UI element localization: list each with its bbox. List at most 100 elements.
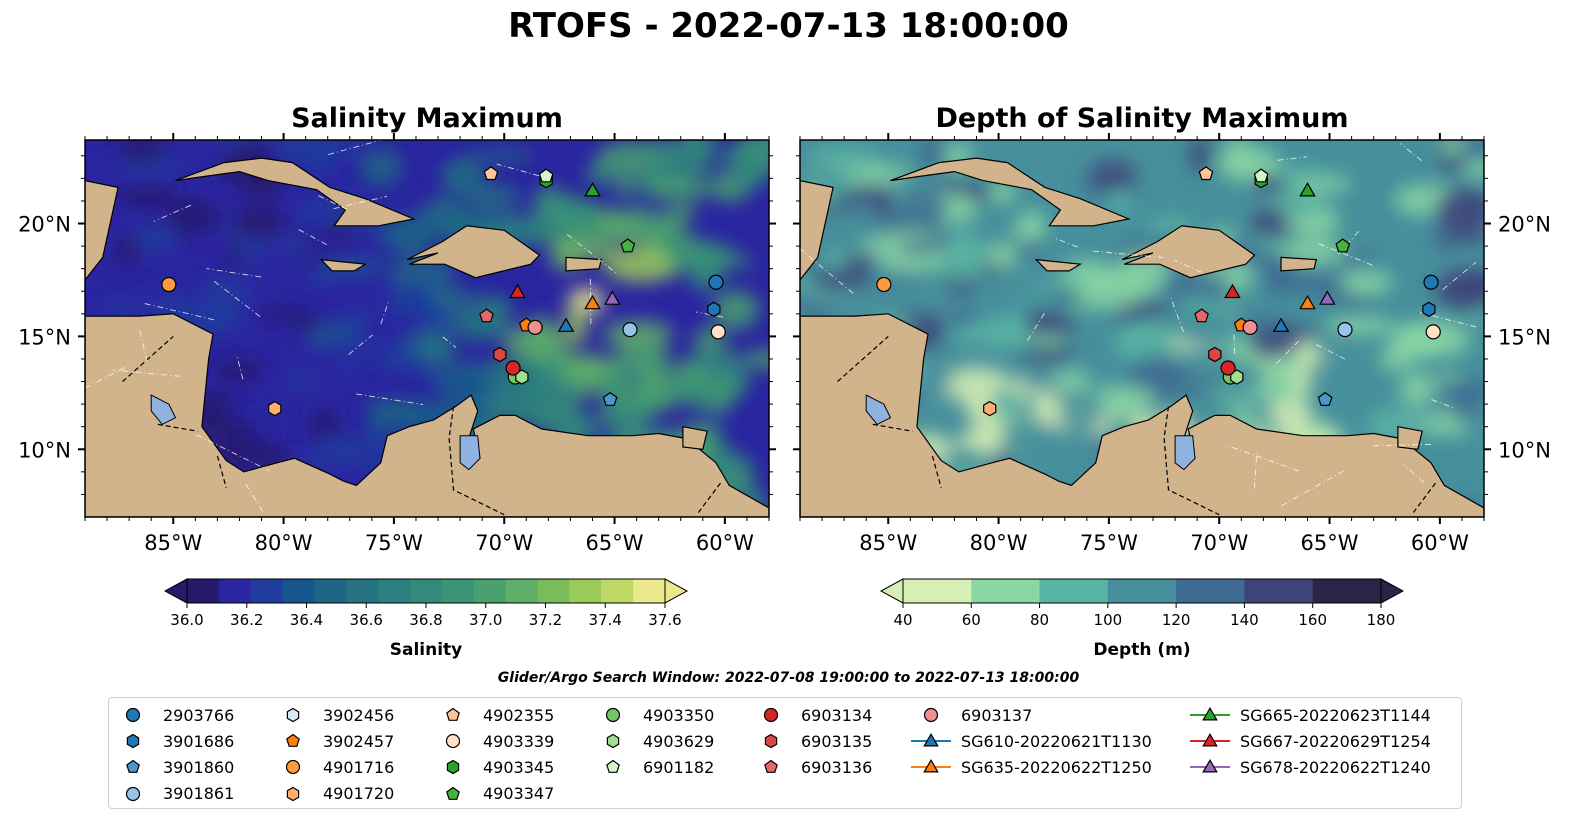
legend-entry: 6901182 <box>589 754 714 780</box>
eez-boundary <box>1431 399 1455 409</box>
eez-boundary <box>1316 242 1373 266</box>
x-tick-label: 60°W <box>1411 531 1469 555</box>
eez-boundary <box>318 195 348 211</box>
colorbar-tick-label: 60 <box>962 611 981 629</box>
landmass <box>319 258 368 272</box>
marker-4903339 <box>710 324 726 340</box>
lake <box>459 435 481 471</box>
colorbar-bin <box>410 579 443 603</box>
marker-SG665-20220623T1144 <box>1299 182 1316 197</box>
x-tick-label: 75°W <box>365 531 423 555</box>
colorbar-bin <box>569 579 602 603</box>
legend-marker-icon <box>1190 759 1230 773</box>
legend-label: 6903135 <box>801 731 873 751</box>
lake <box>150 394 177 426</box>
map-frame <box>84 139 770 518</box>
border-line <box>872 423 913 432</box>
marker-3901686 <box>707 301 721 317</box>
right-panel-title: Depth of Salinity Maximum <box>935 103 1349 134</box>
legend-label: 6903137 <box>961 705 1033 725</box>
colorbar-tick-label: 37.4 <box>589 611 622 629</box>
legend-entry: 2903766 <box>109 702 234 728</box>
search-window-caption: Glider/Argo Search Window: 2022-07-08 19… <box>497 670 1080 686</box>
x-tick-label: 70°W <box>475 531 533 555</box>
eez-boundary <box>1174 259 1202 273</box>
legend-entry: 4901720 <box>269 781 394 807</box>
landmass <box>1034 258 1083 272</box>
salinity-colorbar-label: Salinity <box>389 640 463 660</box>
eez-boundary <box>1403 463 1425 483</box>
colorbar-bin <box>282 579 315 603</box>
landmass <box>175 157 416 227</box>
legend-entry: 3901861 <box>109 781 234 807</box>
landmass <box>890 157 1131 227</box>
colorbar-extend-high <box>664 578 689 604</box>
colorbar-bin <box>346 579 379 603</box>
colorbar-bin <box>250 579 284 603</box>
x-tick-label: 85°W <box>859 531 917 555</box>
legend-entry: SG678-20220622T1240 <box>1186 754 1431 780</box>
legend-entry: SG667-20220629T1254 <box>1186 728 1431 754</box>
colorbar-bin <box>314 579 347 603</box>
colorbar-tick-label: 180 <box>1367 611 1396 629</box>
x-tick-label: 75°W <box>1080 531 1138 555</box>
legend-column: 3902456 3902457 4901716 4901720 <box>269 702 394 807</box>
eez-boundary <box>1399 143 1423 162</box>
legend-marker-icon <box>764 760 778 774</box>
legend-label: 4903629 <box>643 731 715 751</box>
legend-marker-icon <box>286 734 300 748</box>
colorbar-bin <box>1176 579 1245 603</box>
colorbar-bin <box>441 579 475 603</box>
legend-marker-icon <box>286 707 300 723</box>
marker-3901860 <box>602 391 618 406</box>
legend-entry: SG610-20220621T1130 <box>907 728 1152 754</box>
depth-colorbar: 40 60 80 100 120 140 160 180 <box>879 578 1405 629</box>
eez-boundary <box>1055 238 1078 248</box>
legend-marker-icon <box>285 760 301 775</box>
legend-column: SG665-20220623T1144 SG667-20220629T1254 SG… <box>1186 702 1431 781</box>
marker-4902355 <box>1198 166 1214 181</box>
legend-entry: 4903347 <box>429 781 554 807</box>
legend-label: 4903345 <box>483 757 555 777</box>
legend-label: 3902456 <box>323 705 395 725</box>
eez-boundary <box>1170 297 1184 332</box>
landmass <box>1397 425 1423 450</box>
legend-label: 2903766 <box>163 705 235 725</box>
eez-boundary <box>1233 334 1236 356</box>
figure-title: RTOFS - 2022-07-13 18:00:00 <box>508 6 1069 46</box>
lake <box>1174 435 1196 471</box>
legend-marker-icon <box>606 760 620 774</box>
marker-4903347 <box>620 238 636 253</box>
legend-marker-icon <box>911 759 951 773</box>
eez-boundary <box>800 486 801 488</box>
eez-boundary <box>442 336 457 348</box>
legend-entry: 6903137 <box>907 702 1152 728</box>
border-line <box>837 335 889 383</box>
landmass <box>1280 256 1318 272</box>
eez-boundary <box>348 334 373 355</box>
marker-4903339 <box>1425 324 1441 340</box>
landmass <box>1121 225 1256 279</box>
legend-column: 4903350 4903629 6901182 <box>589 702 714 781</box>
marker-SG678-20220622T1240 <box>604 290 621 305</box>
eez-boundary <box>1254 451 1258 489</box>
eez-boundary <box>1370 443 1431 447</box>
colorbar-tick-label: 100 <box>1094 611 1123 629</box>
colorbar-bin <box>187 579 220 603</box>
eez-boundary <box>356 393 424 406</box>
legend-marker-icon <box>126 734 140 749</box>
legend-marker-icon <box>606 734 620 749</box>
marker-3901861 <box>1337 322 1353 338</box>
marker-SG635-20220622T1250 <box>1299 294 1316 310</box>
legend-label: 4901716 <box>323 757 395 777</box>
colorbar-bin <box>903 579 972 603</box>
marker-SG610-20220621T1130 <box>557 317 575 332</box>
eez-boundary <box>206 268 262 278</box>
colorbar-frame <box>902 578 1382 604</box>
landmass <box>406 225 541 279</box>
y-tick-label: 10°N <box>18 438 71 462</box>
marker-4901720 <box>268 400 282 417</box>
marker-6903137 <box>527 319 543 335</box>
eez-boundary <box>245 483 265 514</box>
marker-6903136 <box>1194 308 1209 323</box>
